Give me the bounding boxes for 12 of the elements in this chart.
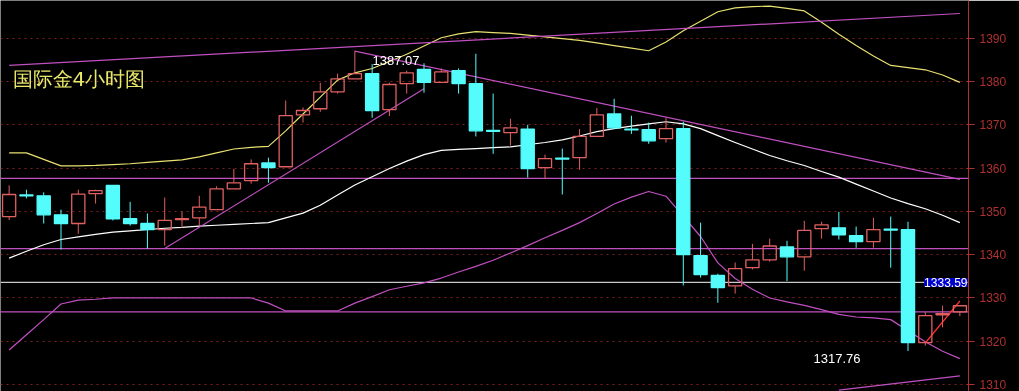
y-tick-label: 1390 [979, 31, 1007, 46]
ref-line-label: 1333.59 [924, 275, 968, 290]
y-tick-label: 1360 [979, 161, 1007, 176]
y-tick-label: 1340 [979, 248, 1007, 263]
text: 国际金4小时图 [12, 66, 146, 91]
y-tick-label: 1310 [979, 378, 1007, 391]
y-tick-label: 1320 [979, 334, 1007, 349]
y-tick-label: 1330 [979, 291, 1007, 306]
y-tick-label: 1370 [979, 118, 1007, 133]
y-tick-label: 1350 [979, 204, 1007, 219]
y-tick-label: 1380 [979, 74, 1007, 89]
annotation: 1317.76 [813, 351, 861, 366]
